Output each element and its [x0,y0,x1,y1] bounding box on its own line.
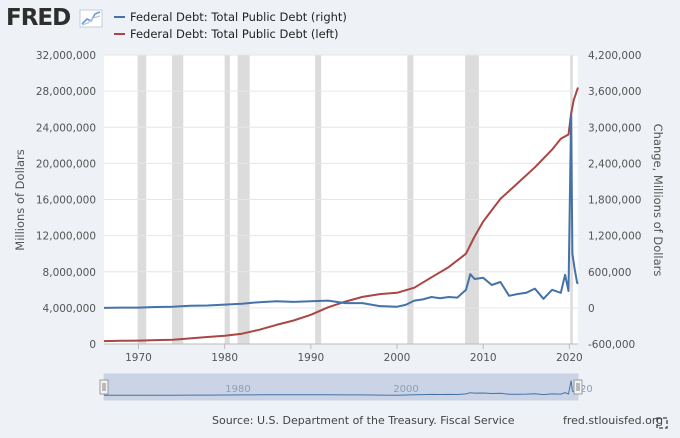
logo-sparkline-icon [79,9,103,28]
series-line-left [103,87,579,343]
right-tick-label: 1,800,000 [588,195,641,207]
navigator-selection [104,374,578,400]
x-axis-ticks: 1970 1980 1990 2000 2010 2020 [104,343,583,364]
left-tick-label: 4,000,000 [43,303,96,315]
site-link[interactable]: fred.stlouisfed.org [563,414,663,427]
right-tick-label: 2,400,000 [588,158,641,170]
fred-logo[interactable]: FRED [6,5,71,31]
left-tick-label: 12,000,000 [36,231,96,243]
navigator-label-1980: 1980 [225,384,250,395]
right-tick-label: -600,000 [588,339,635,351]
legend-label-left[interactable]: Federal Debt: Total Public Debt (left) [130,27,339,41]
navigator-right-handle-icon[interactable] [573,379,583,395]
source-note: Source: U.S. Department of the Treasury.… [212,414,515,427]
x-tick-label: 1980 [211,352,238,364]
navigator-left-handle-icon[interactable] [99,379,109,395]
right-tick-label: 0 [588,303,595,315]
right-tick-label: 600,000 [588,267,631,279]
series-layer [103,87,579,343]
left-tick-label: 0 [89,339,96,351]
legend-label-right[interactable]: Federal Debt: Total Public Debt (right) [130,10,347,24]
navigator-label-20: 20 [580,384,593,395]
left-tick-label: 28,000,000 [36,86,96,98]
x-tick-label: 2020 [556,352,583,364]
left-tick-label: 20,000,000 [36,158,96,170]
x-tick-label: 1990 [297,352,324,364]
left-tick-label: 32,000,000 [36,50,96,62]
x-tick-label: 1970 [125,352,152,364]
range-navigator[interactable]: 1980 2000 20 [99,373,593,401]
right-tick-label: 3,600,000 [588,86,641,98]
right-axis-title: Change, Millions of Dollars [651,124,665,277]
navigator-series-line [103,380,579,396]
left-tick-label: 24,000,000 [36,122,96,134]
left-tick-label: 8,000,000 [43,267,96,279]
right-axis-ticks: -600,000 0 600,000 1,200,000 1,800,000 2,400,… [588,50,641,351]
left-axis-ticks: 0 4,000,000 8,000,000 12,000,000 16,000,000 2… [36,50,96,351]
fullscreen-icon[interactable] [656,417,668,429]
navigator-label-2000: 2000 [393,384,418,395]
left-axis-title: Millions of Dollars [13,149,27,250]
legend: Federal Debt: Total Public Debt (right) … [114,10,347,41]
right-tick-label: 1,200,000 [588,231,641,243]
right-tick-label: 4,200,000 [588,50,641,62]
x-tick-label: 2010 [470,352,497,364]
right-tick-label: 3,000,000 [588,122,641,134]
series-line-right [103,114,579,309]
left-tick-label: 16,000,000 [36,195,96,207]
x-tick-label: 2000 [384,352,411,364]
